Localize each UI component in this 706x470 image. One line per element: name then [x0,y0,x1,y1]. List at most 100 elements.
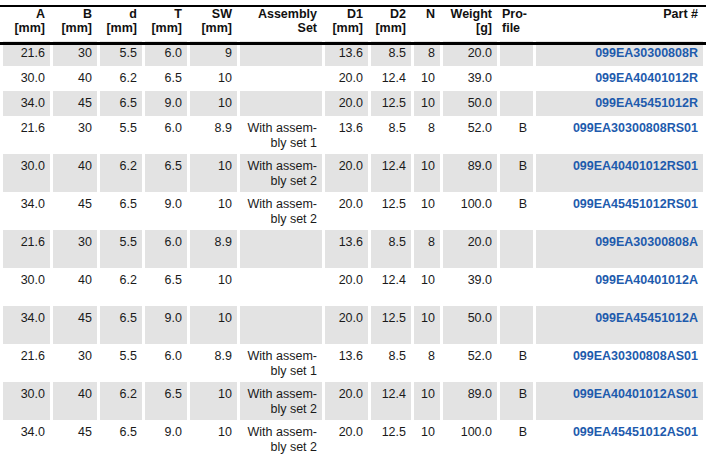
cell-n: 10 [414,192,440,230]
table-row: 30.0406.26.51020.012.41039.0099EA4040101… [3,268,703,306]
col-header-assembly: Assembly Set [240,4,322,41]
cell-profile: B [500,192,533,230]
cell-profile [500,268,533,306]
cell-profile: B [500,344,533,382]
cell-d: 6.2 [100,382,142,420]
part-number-link[interactable]: 099EA45451012R [595,96,698,110]
cell-b: 40 [53,382,97,420]
table-row: 30.0406.26.510With assem- bly set 220.01… [3,382,703,420]
part-number-link[interactable]: 099EA45451012A [595,311,698,325]
part-number-link[interactable]: 099EA30300808R [595,46,698,60]
cell-weight: 100.0 [443,192,497,230]
cell-sw: 10 [190,306,237,344]
cell-assembly: With assem- bly set 1 [240,344,322,382]
cell-d1: 20.0 [325,192,368,230]
table-row: 34.0456.59.010With assem- bly set 220.01… [3,192,703,230]
cell-a: 30.0 [3,268,50,306]
cell-a: 34.0 [3,420,50,458]
cell-d1: 20.0 [325,91,368,116]
cell-n: 10 [414,154,440,192]
part-number-link[interactable]: 099EA40401012A [595,273,698,287]
cell-d2: 8.5 [371,344,411,382]
cell-t: 6.5 [145,382,187,420]
cell-assembly: With assem- bly set 2 [240,420,322,458]
cell-part: 099EA40401012A [536,268,703,306]
cell-t: 9.0 [145,192,187,230]
cell-profile [500,66,533,91]
cell-n: 8 [414,230,440,268]
cell-d2: 12.5 [371,306,411,344]
cell-a: 34.0 [3,306,50,344]
cell-part: 099EA45451012RS01 [536,192,703,230]
cell-t: 6.5 [145,268,187,306]
cell-t: 6.0 [145,230,187,268]
cell-b: 45 [53,306,97,344]
cell-a: 30.0 [3,382,50,420]
cell-t: 6.5 [145,154,187,192]
cell-d2: 12.4 [371,268,411,306]
cell-weight: 50.0 [443,91,497,116]
cell-b: 40 [53,66,97,91]
cell-d2: 12.5 [371,420,411,458]
cell-t: 6.0 [145,116,187,154]
cell-b: 45 [53,420,97,458]
cell-assembly: With assem- bly set 2 [240,154,322,192]
cell-d1: 20.0 [325,154,368,192]
part-number-link[interactable]: 099EA30300808RS01 [573,121,698,135]
cell-part: 099EA40401012AS01 [536,382,703,420]
cell-part: 099EA45451012A [536,306,703,344]
cell-a: 30.0 [3,66,50,91]
cell-a: 34.0 [3,192,50,230]
cell-part: 099EA45451012R [536,91,703,116]
cell-t: 9.0 [145,420,187,458]
cell-b: 45 [53,192,97,230]
cell-d: 5.5 [100,230,142,268]
col-header-d: d [mm] [100,4,142,41]
cell-b: 40 [53,154,97,192]
table-row: 21.6305.56.08.9With assem- bly set 113.6… [3,344,703,382]
table-row: 34.0456.59.01020.012.51050.0099EA4545101… [3,91,703,116]
cell-d1: 13.6 [325,230,368,268]
cell-profile [500,91,533,116]
cell-n: 8 [414,344,440,382]
cell-d2: 12.4 [371,66,411,91]
col-header-sw: SW [mm] [190,4,237,41]
part-number-link[interactable]: 099EA45451012AS01 [573,425,698,439]
col-header-n: N [414,4,440,41]
part-number-link[interactable]: 099EA30300808A [595,235,698,249]
header-rule [0,42,706,45]
part-number-link[interactable]: 099EA30300808AS01 [573,349,698,363]
cell-assembly [240,91,322,116]
cell-b: 30 [53,230,97,268]
cell-weight: 20.0 [443,230,497,268]
cell-n: 10 [414,268,440,306]
cell-profile: B [500,382,533,420]
cell-d1: 20.0 [325,268,368,306]
part-number-link[interactable]: 099EA40401012AS01 [573,387,698,401]
cell-sw: 10 [190,91,237,116]
cell-b: 30 [53,116,97,154]
product-spec-table: A [mm]B [mm]d [mm]T [mm]SW [mm]Assembly … [0,4,706,458]
cell-weight: 89.0 [443,382,497,420]
cell-d2: 12.4 [371,154,411,192]
cell-d1: 20.0 [325,420,368,458]
cell-d2: 12.4 [371,382,411,420]
spec-table-section: A [mm]B [mm]d [mm]T [mm]SW [mm]Assembly … [0,4,706,470]
cell-profile: B [500,154,533,192]
col-header-b: B [mm] [53,4,97,41]
cell-d: 6.2 [100,268,142,306]
cell-assembly: With assem- bly set 2 [240,382,322,420]
part-number-link[interactable]: 099EA40401012R [595,71,698,85]
cell-a: 21.6 [3,116,50,154]
table-row: 34.0456.59.010With assem- bly set 220.01… [3,420,703,458]
cell-b: 30 [53,344,97,382]
part-number-link[interactable]: 099EA40401012RS01 [573,159,698,173]
cell-d2: 12.5 [371,91,411,116]
cell-b: 45 [53,91,97,116]
cell-sw: 8.9 [190,116,237,154]
cell-weight: 52.0 [443,116,497,154]
cell-weight: 89.0 [443,154,497,192]
cell-a: 34.0 [3,91,50,116]
cell-d: 6.2 [100,154,142,192]
part-number-link[interactable]: 099EA45451012RS01 [573,197,698,211]
